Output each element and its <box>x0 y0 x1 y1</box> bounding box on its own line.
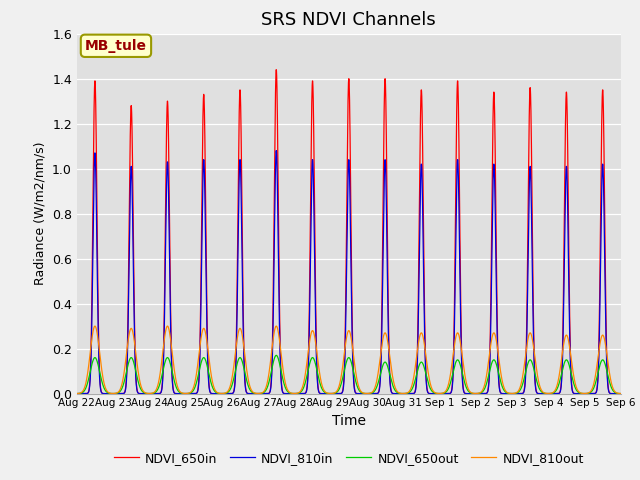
NDVI_810in <box>73 391 81 396</box>
NDVI_810out <box>617 391 625 396</box>
NDVI_650out <box>73 391 81 396</box>
NDVI_650in <box>184 391 191 396</box>
NDVI_650out <box>273 352 280 358</box>
NDVI_650out <box>189 388 197 394</box>
NDVI_650in <box>617 391 625 396</box>
Text: MB_tule: MB_tule <box>85 39 147 53</box>
NDVI_810out <box>184 391 191 396</box>
NDVI_650in <box>73 391 81 396</box>
NDVI_810out <box>615 391 623 396</box>
NDVI_810in <box>424 390 431 396</box>
NDVI_650in <box>424 389 431 395</box>
NDVI_650out <box>276 365 284 371</box>
NDVI_650in <box>501 391 509 396</box>
NDVI_810in <box>615 391 623 396</box>
NDVI_650out <box>617 391 625 396</box>
Line: NDVI_810in: NDVI_810in <box>77 151 621 394</box>
NDVI_810in <box>273 148 280 154</box>
NDVI_810out <box>189 385 197 391</box>
NDVI_650out <box>615 391 623 396</box>
NDVI_810out <box>73 391 81 396</box>
NDVI_810in <box>501 391 509 396</box>
NDVI_810out <box>276 346 284 351</box>
Line: NDVI_650out: NDVI_650out <box>77 355 621 394</box>
Legend: NDVI_650in, NDVI_810in, NDVI_650out, NDVI_810out: NDVI_650in, NDVI_810in, NDVI_650out, NDV… <box>109 447 589 469</box>
NDVI_650in <box>615 391 623 396</box>
NDVI_810in <box>184 391 191 396</box>
Y-axis label: Radiance (W/m2/nm/s): Radiance (W/m2/nm/s) <box>33 142 46 285</box>
NDVI_650in <box>189 391 197 396</box>
Line: NDVI_650in: NDVI_650in <box>77 70 621 394</box>
NDVI_810in <box>189 391 197 396</box>
NDVI_650in <box>273 67 280 72</box>
NDVI_810out <box>501 387 509 393</box>
NDVI_650out <box>501 389 509 395</box>
Line: NDVI_810out: NDVI_810out <box>77 326 621 394</box>
NDVI_810in <box>617 391 625 396</box>
NDVI_650out <box>184 391 191 396</box>
NDVI_650in <box>276 357 284 362</box>
NDVI_810out <box>91 323 99 329</box>
NDVI_810in <box>276 365 284 371</box>
X-axis label: Time: Time <box>332 414 366 428</box>
NDVI_810out <box>424 367 431 373</box>
NDVI_650out <box>424 379 431 384</box>
Title: SRS NDVI Channels: SRS NDVI Channels <box>261 11 436 29</box>
